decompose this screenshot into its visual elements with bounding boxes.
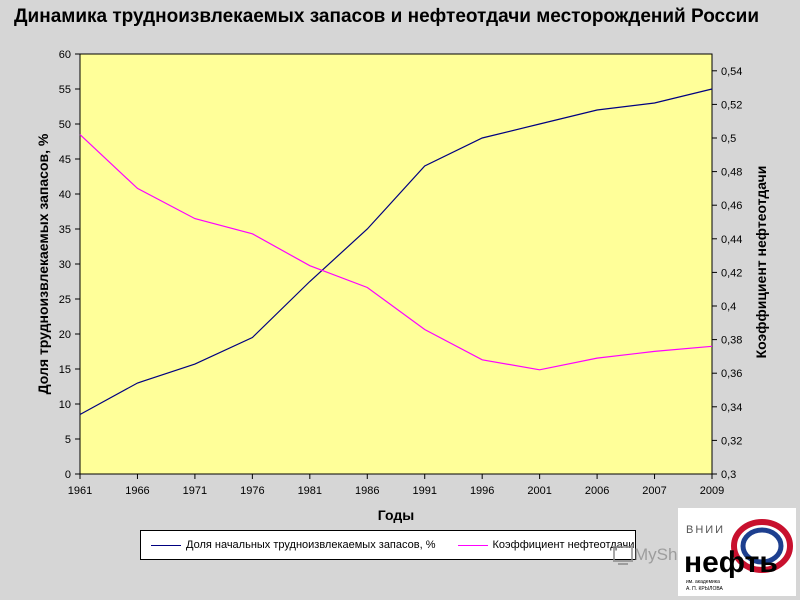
y-left-tick-label: 0: [65, 469, 71, 481]
y-right-tick-label: 0,4: [721, 301, 736, 313]
x-tick-label: 2006: [585, 485, 609, 497]
legend-item-reserves: Доля начальных трудноизвлекаемых запасов…: [151, 539, 436, 551]
legend-line-reserves: [151, 544, 181, 546]
y-left-tick-label: 45: [59, 154, 71, 166]
logo-top-text: ВНИИ: [686, 524, 725, 536]
series-line-recovery: [79, 134, 713, 371]
x-tick-label: 1966: [125, 485, 149, 497]
y-left-tick-label: 25: [59, 294, 71, 306]
plot-area: [79, 53, 713, 475]
y-left-tick-label: 15: [59, 364, 71, 376]
logo-sub1: им. академика: [686, 579, 720, 585]
legend-label-recovery: Коэффициент нефтеотдачи: [492, 539, 635, 551]
y-right-tick-label: 0,44: [721, 234, 742, 246]
x-tick-label: 1976: [240, 485, 264, 497]
y-right-tick-label: 0,46: [721, 200, 742, 212]
x-tick-label: 2009: [700, 485, 724, 497]
x-tick-label: 1961: [68, 485, 92, 497]
y-right-tick-label: 0,3: [721, 469, 736, 481]
y-left-tick-label: 60: [59, 49, 71, 61]
vnii-neft-logo: ВНИИ нефть им. академика А. П. КРЫЛОВА: [678, 508, 796, 596]
y-left-tick-label: 20: [59, 329, 71, 341]
logo-sub2: А. П. КРЫЛОВА: [686, 586, 723, 592]
y-left-tick-label: 55: [59, 84, 71, 96]
x-axis-label: Годы: [378, 507, 414, 523]
x-tick-label: 1986: [355, 485, 379, 497]
y-left-tick-label: 50: [59, 119, 71, 131]
y-axis-right-label: Коэффициент нефтеотдачи: [753, 166, 769, 359]
y-axis-left-label: Доля трудноизвлекаемых запасов, %: [35, 133, 51, 394]
y-right-tick-label: 0,5: [721, 133, 736, 145]
logo-main-text: нефть: [684, 546, 778, 579]
legend-label-reserves: Доля начальных трудноизвлекаемых запасов…: [186, 539, 436, 551]
x-tick-label: 2001: [527, 485, 551, 497]
y-right-tick-label: 0,52: [721, 99, 742, 111]
y-left-tick-label: 10: [59, 399, 71, 411]
series-line-reserves: [79, 88, 713, 416]
y-left-tick-label: 40: [59, 189, 71, 201]
y-right-tick-label: 0,34: [721, 402, 742, 414]
axes: 1961 1966 1971 1976 1981 1986 1991 1996 2001 2006…: [59, 49, 743, 497]
x-tick-label: 1981: [298, 485, 322, 497]
legend: Доля начальных трудноизвлекаемых запасов…: [140, 530, 636, 560]
watermark-icon: [613, 546, 633, 565]
x-tick-label: 1996: [470, 485, 494, 497]
legend-line-recovery: [457, 544, 488, 546]
chart-title: Динамика трудноизвлекаемых запасов и неф…: [14, 6, 760, 27]
y-right-tick-label: 0,36: [721, 368, 742, 380]
y-right-tick-label: 0,42: [721, 267, 742, 279]
x-tick-label: 2007: [642, 485, 666, 497]
x-tick-label: 1971: [183, 485, 207, 497]
y-left-tick-label: 35: [59, 224, 71, 236]
y-right-tick-label: 0,32: [721, 435, 742, 447]
series-group: [79, 88, 713, 416]
y-left-tick-label: 30: [59, 259, 71, 271]
y-right-tick-label: 0,48: [721, 167, 742, 179]
y-left-tick-label: 5: [65, 434, 71, 446]
y-right-tick-label: 0,54: [721, 66, 742, 78]
y-right-tick-label: 0,38: [721, 335, 742, 347]
legend-item-recovery: Коэффициент нефтеотдачи: [457, 539, 635, 551]
x-tick-label: 1991: [412, 485, 436, 497]
